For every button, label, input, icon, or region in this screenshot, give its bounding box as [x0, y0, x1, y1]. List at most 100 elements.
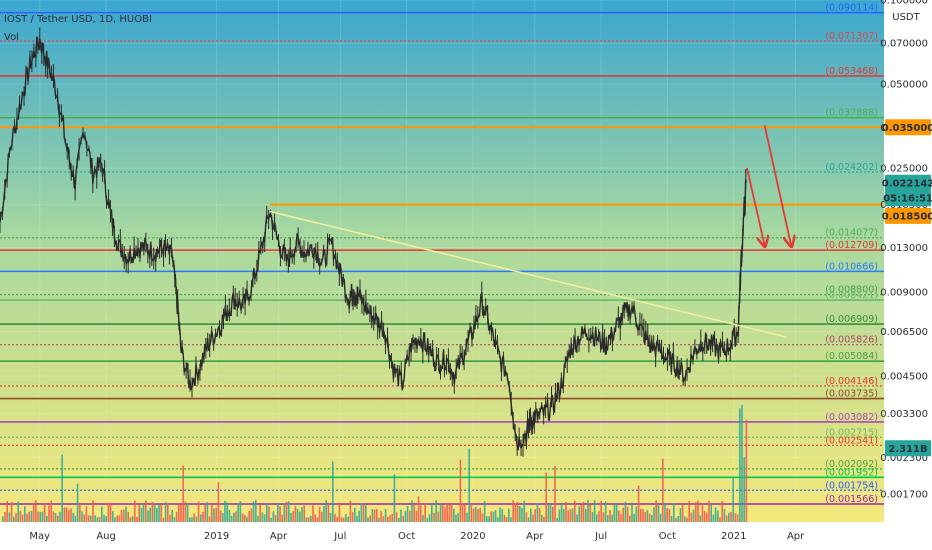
volume-bar	[402, 515, 404, 522]
time-tick-label: May	[29, 531, 50, 542]
volume-bar	[692, 509, 695, 522]
volume-bar	[129, 517, 132, 522]
volume-bar	[420, 505, 422, 522]
volume-bar	[120, 509, 123, 522]
arrow-annotation	[746, 167, 765, 245]
volume-bar	[624, 501, 627, 522]
volume-bar	[604, 501, 607, 522]
volume-bar	[123, 509, 125, 522]
volume-bar	[743, 456, 745, 522]
volume-bar	[457, 512, 459, 522]
volume-bar	[162, 517, 165, 522]
volume-bar	[398, 517, 400, 522]
volume-bar	[213, 508, 215, 522]
volume-bar	[285, 501, 288, 522]
volume-bar	[193, 513, 195, 522]
volume-bar	[303, 505, 305, 522]
volume-bar	[389, 515, 391, 522]
volume-bar	[21, 514, 24, 522]
volume-bar	[83, 514, 85, 522]
volume-bar	[189, 517, 191, 522]
volume-bar	[41, 511, 44, 522]
price-tick-label: 0.003300	[880, 409, 928, 420]
volume-bar	[61, 454, 63, 522]
volume-bar	[503, 514, 506, 522]
volume-bar	[158, 504, 160, 522]
volume-bar	[138, 503, 140, 522]
level-label: (0.003735)	[825, 389, 878, 400]
volume-bar	[369, 515, 371, 522]
volume-bar	[675, 517, 677, 522]
volume-bar	[43, 503, 46, 522]
volume-bar	[35, 500, 37, 522]
level-label: (0.002541)	[825, 435, 878, 446]
volume-bar	[270, 517, 272, 522]
time-tick-label: Oct	[398, 531, 415, 542]
time-axis-panel[interactable]	[0, 522, 884, 550]
volume-bar	[536, 503, 539, 522]
volume-bar	[459, 459, 462, 522]
volume-bar	[244, 515, 246, 522]
volume-bar	[131, 516, 134, 522]
volume-bar	[646, 510, 649, 522]
price-tick-label: 0.050000	[880, 80, 928, 91]
volume-bar	[81, 511, 83, 522]
volume-bar	[580, 504, 583, 522]
volume-bar	[697, 500, 699, 522]
price-axis-panel[interactable]	[884, 0, 932, 550]
volume-bar	[202, 511, 204, 522]
volume-bar	[468, 448, 470, 522]
volume-bar	[37, 511, 39, 522]
volume-bar	[554, 465, 556, 522]
volume-bar	[156, 508, 158, 522]
volume-bar	[532, 514, 534, 522]
time-tick-label: 2019	[204, 531, 229, 542]
volume-bar	[230, 515, 233, 522]
volume-bar	[204, 504, 206, 522]
volume-bar	[461, 503, 464, 522]
volume-bar	[169, 514, 171, 522]
volume-bar	[730, 511, 732, 522]
volume-bar	[4, 512, 6, 522]
volume-bar	[98, 516, 101, 522]
volume-bar	[651, 515, 653, 522]
time-axis[interactable]: May Aug 2019 Apr Jul Oct 2020 Apr Jul Oct 2021 Apr	[29, 531, 805, 542]
price-badge-label: 0.018500	[882, 211, 932, 222]
arrow-annotation	[763, 125, 792, 246]
level-label: (0.002715)	[825, 427, 878, 438]
price-tick-label: 0.100000	[880, 0, 928, 7]
volume-bar	[609, 510, 611, 522]
volume-bar	[453, 508, 455, 522]
volume-bar	[327, 505, 330, 522]
volume-bar	[622, 507, 624, 522]
volume-bar	[250, 508, 253, 522]
time-tick-label: Jul	[333, 531, 346, 542]
volume-bar	[142, 503, 145, 522]
volume-bar	[195, 516, 198, 522]
volume-bar	[268, 506, 270, 522]
price-line	[0, 36, 747, 451]
volume-bar	[717, 510, 719, 522]
volume-bar	[442, 504, 444, 522]
volume-bar	[296, 508, 299, 522]
volume-bar	[541, 514, 543, 522]
volume-bar	[406, 505, 409, 522]
price-badge	[885, 440, 931, 457]
volume-bar	[338, 502, 341, 522]
currency-badge[interactable]: USDT	[892, 12, 920, 23]
volume-bar	[76, 483, 79, 522]
volume-bar	[226, 502, 228, 522]
volume-bar	[255, 500, 257, 522]
volume-bar	[384, 508, 387, 522]
volume-bar	[587, 500, 589, 522]
volume-bar	[593, 500, 596, 522]
volume-bar	[549, 503, 552, 522]
volume-bar	[732, 477, 734, 522]
volume-bar	[200, 514, 202, 522]
volume-bar	[299, 511, 301, 522]
level-label: (0.012709)	[825, 240, 878, 251]
price-tick-label: 0.013000	[880, 243, 928, 254]
volume-bar	[607, 515, 609, 522]
